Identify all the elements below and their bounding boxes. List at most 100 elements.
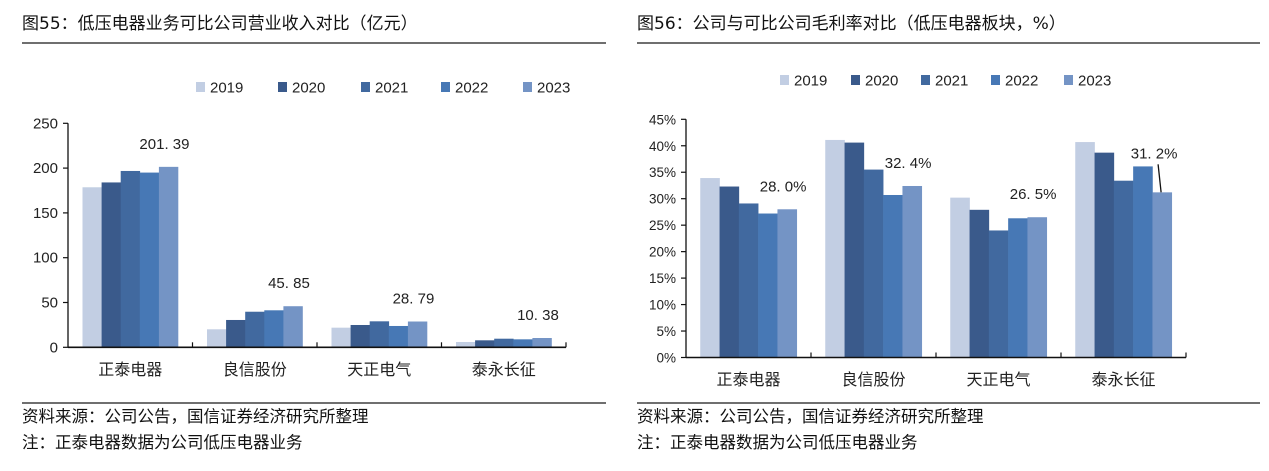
legend-label-2022: 2022	[455, 80, 488, 97]
bar-2023-1	[902, 185, 923, 358]
legend-swatch-2021	[361, 82, 370, 92]
legend-label-2019: 2019	[794, 73, 827, 90]
bar-2022-3	[1133, 166, 1153, 358]
y-tick-label: 50	[41, 295, 58, 312]
legend-swatch-2021	[921, 75, 930, 85]
y-tick-label: 0%	[656, 351, 676, 366]
gross-margin-bar-chart: 2019 2020 2021 2022 2023 0% 5% 10% 15% 20% 25% 30% 3…	[649, 73, 1187, 389]
bar-2023-2	[407, 321, 428, 348]
legend-label-2020: 2020	[292, 80, 325, 97]
legend-label-2021: 2021	[935, 73, 968, 90]
bar-2020-0	[719, 186, 740, 358]
bar-2020-2	[969, 209, 990, 358]
legend-item-2020: 2020	[851, 73, 898, 90]
bar-2021-1	[863, 169, 884, 358]
x-category-label: 天正电气	[966, 370, 1030, 389]
data-label: 28. 79	[393, 291, 435, 308]
bar-2021-2	[988, 230, 1009, 358]
legend-item-2022: 2022	[441, 80, 488, 97]
bar-2020-0	[101, 182, 121, 348]
bar-2021-0	[120, 170, 141, 348]
x-category-label: 正泰电器	[98, 360, 162, 379]
bar-2023-3	[532, 337, 552, 348]
y-tick-label: 10%	[649, 298, 676, 313]
legend-swatch-2023	[523, 82, 532, 92]
legend: 2019 2020 2021 2022 2023	[780, 73, 1111, 90]
bar-2023-2	[1027, 217, 1048, 358]
legend-item-2023: 2023	[1064, 73, 1111, 90]
bar-2022-1	[883, 194, 903, 358]
data-label: 45. 85	[268, 275, 310, 292]
x-category-label: 正泰电器	[716, 370, 780, 389]
x-axis: 正泰电器 良信股份 天正电气 泰永长征	[68, 342, 567, 379]
footer-rule	[22, 402, 606, 404]
legend-swatch-2020	[278, 82, 287, 92]
y-axis: 0% 5% 10% 15% 20% 25% 30% 35% 40% 45%	[649, 112, 687, 366]
y-tick-label: 30%	[649, 192, 676, 207]
legend-label-2023: 2023	[1078, 73, 1111, 90]
x-category-label: 天正电气	[347, 360, 411, 379]
bar-2020-3	[1094, 152, 1115, 358]
legend-item-2019: 2019	[780, 73, 827, 90]
x-category-label: 良信股份	[841, 370, 905, 389]
y-tick-label: 0	[50, 339, 58, 356]
title-rule	[637, 42, 1260, 44]
data-labels: 28. 0% 32. 4% 26. 5% 31. 2%	[760, 145, 1178, 203]
y-tick-label: 250	[33, 115, 58, 132]
y-tick-label: 200	[33, 160, 58, 177]
bar-2019-2	[331, 327, 351, 348]
legend-label-2019: 2019	[210, 80, 243, 97]
bar-2019-2	[950, 197, 970, 358]
title-rule	[22, 42, 606, 44]
y-tick-label: 35%	[649, 165, 676, 180]
bar-2022-2	[388, 325, 409, 348]
data-labels: 201. 39 45. 85 28. 79 10. 38	[139, 136, 558, 324]
legend-label-2020: 2020	[865, 73, 898, 90]
legend-swatch-2019	[196, 82, 205, 92]
bar-2022-0	[139, 172, 160, 348]
data-label: 10. 38	[517, 307, 559, 324]
legend-swatch-2019	[780, 75, 789, 85]
figure-55-title: 图55：低压电器业务可比公司营业收入对比（亿元）	[22, 14, 418, 34]
bars	[700, 139, 1173, 358]
bar-2021-3	[494, 338, 514, 348]
legend-swatch-2022	[991, 75, 1000, 85]
y-tick-label: 150	[33, 205, 58, 222]
bar-2021-3	[1113, 180, 1134, 358]
figure-56-title: 图56：公司与可比公司毛利率对比（低压电器板块，%）	[637, 14, 1066, 34]
legend-swatch-2020	[851, 75, 860, 85]
legend-item-2019: 2019	[196, 80, 243, 97]
bar-2022-1	[264, 310, 284, 348]
legend-item-2023: 2023	[523, 80, 570, 97]
y-axis: 0 50 100 150 200 250	[33, 115, 69, 356]
y-tick-label: 40%	[649, 139, 676, 154]
bar-2022-2	[1008, 218, 1028, 358]
bar-2021-0	[738, 203, 759, 358]
leader-line	[1157, 164, 1162, 193]
bar-2019-1	[207, 329, 227, 348]
bar-2022-0	[758, 213, 778, 358]
legend-label-2021: 2021	[375, 80, 408, 97]
bar-2021-1	[245, 311, 265, 348]
legend-label-2023: 2023	[537, 80, 570, 97]
bar-2022-3	[513, 339, 533, 348]
y-tick-label: 45%	[649, 112, 676, 127]
x-category-label: 良信股份	[223, 360, 287, 379]
bar-2023-3	[1152, 192, 1173, 358]
y-tick-label: 100	[33, 250, 58, 267]
bar-2019-3	[1075, 142, 1095, 358]
source-note: 资料来源：公司公告，国信证券经济研究所整理	[22, 407, 369, 426]
bar-2020-3	[475, 340, 495, 348]
footer-rule	[637, 402, 1260, 404]
x-category-label: 泰永长征	[1091, 370, 1155, 389]
legend-swatch-2023	[1064, 75, 1073, 85]
bar-2019-0	[82, 187, 102, 348]
bar-2019-0	[700, 178, 720, 358]
bar-2023-1	[283, 306, 303, 348]
legend-item-2020: 2020	[278, 80, 325, 97]
data-label: 26. 5%	[1010, 186, 1057, 203]
revenue-bar-chart: 2019 2020 2021 2022 2023 0 50 100 150 200 250 正泰电器 良…	[33, 80, 570, 380]
y-tick-label: 5%	[656, 324, 676, 339]
bar-2019-3	[456, 342, 476, 348]
figure-56-panel: 图56：公司与可比公司毛利率对比（低压电器板块，%） 2019 2020 2021 2…	[630, 0, 1269, 471]
